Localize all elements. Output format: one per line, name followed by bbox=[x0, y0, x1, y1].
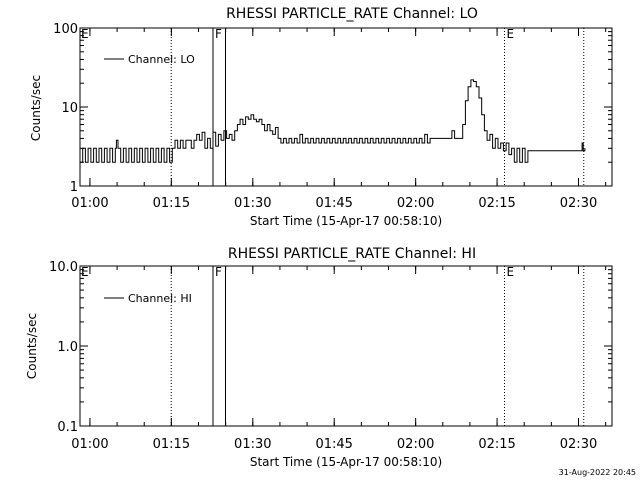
y-axis-label: Counts/sec bbox=[25, 313, 39, 379]
x-axis-label: Start Time (15-Apr-17 00:58:10) bbox=[250, 214, 442, 228]
x-tick-label: 02:30 bbox=[560, 196, 597, 211]
y-tick-label: 10.0 bbox=[49, 260, 78, 275]
series-group bbox=[80, 79, 586, 163]
x-tick-group: 01:00 01:15 01:30 01:45 02:00 02:15 02:30 bbox=[71, 266, 607, 452]
x-tick-label: 01:15 bbox=[153, 196, 190, 211]
corner-label: E bbox=[81, 27, 89, 41]
chart-panel-hi: RHESSI PARTICLE_RATE Channel: HI Counts/… bbox=[25, 246, 613, 469]
x-tick-group: 01:00 01:15 01:30 01:45 02:00 02:15 02:30 bbox=[71, 28, 607, 211]
x-tick-label: 01:45 bbox=[315, 196, 352, 211]
x-tick-label: 01:45 bbox=[315, 437, 352, 452]
x-tick-label: 01:30 bbox=[234, 196, 271, 211]
corner-label: E bbox=[81, 265, 89, 279]
x-axis-label: Start Time (15-Apr-17 00:58:10) bbox=[250, 455, 442, 469]
x-tick-label: 01:00 bbox=[71, 196, 108, 211]
x-tick-label: 02:30 bbox=[560, 437, 597, 452]
chart-title: RHESSI PARTICLE_RATE Channel: HI bbox=[228, 246, 476, 262]
footer-timestamp: 31-Aug-2022 20:45 bbox=[559, 468, 636, 477]
x-tick-label: 02:15 bbox=[478, 196, 515, 211]
chart-title: RHESSI PARTICLE_RATE Channel: LO bbox=[226, 6, 478, 22]
y-tick-group: 0.1 1.0 10.0 bbox=[49, 260, 612, 435]
y-tick-label: 100 bbox=[53, 22, 78, 37]
y-tick-label: 0.1 bbox=[57, 420, 78, 435]
legend-label: Channel: LO bbox=[128, 53, 195, 66]
chart-panel-lo: RHESSI PARTICLE_RATE Channel: LO Counts/… bbox=[29, 6, 613, 228]
y-tick-label: 1 bbox=[70, 180, 78, 195]
x-tick-label: 02:00 bbox=[397, 437, 434, 452]
x-tick-label: 01:15 bbox=[153, 437, 190, 452]
x-tick-label: 02:00 bbox=[397, 196, 434, 211]
event-marker-label: E bbox=[507, 265, 515, 279]
legend-label: Channel: HI bbox=[128, 292, 192, 305]
x-tick-label: 01:00 bbox=[71, 437, 108, 452]
plot-frame bbox=[79, 265, 613, 427]
y-axis-label: Counts/sec bbox=[29, 75, 43, 141]
event-marker-label: F bbox=[215, 265, 222, 279]
y-tick-group: 1 10 100 bbox=[53, 22, 612, 195]
y-tick-label: 1.0 bbox=[57, 340, 78, 355]
y-tick-label: 10 bbox=[61, 101, 78, 116]
event-marker-label: E bbox=[507, 27, 515, 41]
x-tick-label: 02:15 bbox=[478, 437, 515, 452]
x-tick-label: 01:30 bbox=[234, 437, 271, 452]
event-marker-label: F bbox=[215, 27, 222, 41]
series-line bbox=[80, 79, 586, 163]
